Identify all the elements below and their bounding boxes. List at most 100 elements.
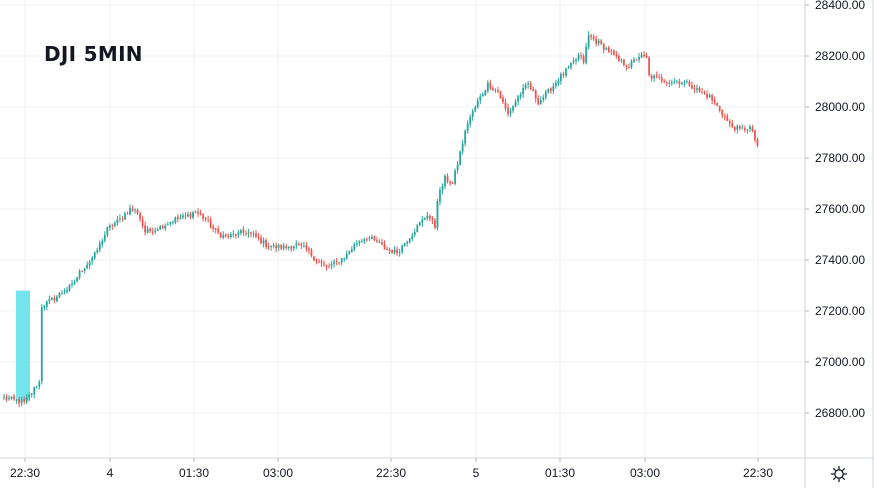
- candle-series[interactable]: [3, 31, 759, 408]
- candle-body: [444, 175, 446, 187]
- candle-body: [182, 215, 184, 218]
- candle-body: [565, 68, 567, 76]
- candle-body: [612, 51, 615, 55]
- candle-body: [139, 213, 141, 220]
- candle-body: [678, 81, 681, 84]
- candle-body: [50, 297, 53, 300]
- candle-body: [255, 233, 257, 237]
- y-tick-label: 28000.00: [815, 100, 865, 114]
- candle-body: [542, 97, 545, 100]
- candle-body: [708, 95, 711, 98]
- candle-body: [660, 77, 663, 82]
- candle-body: [76, 277, 78, 282]
- candle-body: [600, 40, 603, 44]
- time-axis[interactable]: 22:30 4 01:30 03:00 22:30 5 01:30 03:00 22:30: [0, 457, 874, 480]
- x-tick-label: 03:00: [630, 466, 660, 480]
- candle-body: [547, 89, 550, 93]
- candle-body: [746, 129, 749, 131]
- y-tick-label: 27000.00: [815, 355, 865, 369]
- candle-body: [378, 242, 381, 244]
- candle-body: [126, 213, 129, 214]
- candle-body: [212, 226, 215, 229]
- candle-body: [287, 247, 290, 248]
- candle-body: [355, 242, 358, 245]
- candle-body: [8, 398, 10, 400]
- candle-body: [683, 82, 686, 84]
- candle-body: [15, 399, 18, 401]
- candle-body: [706, 94, 708, 98]
- candle-body: [663, 80, 666, 83]
- candle-body: [386, 248, 388, 250]
- candle-body: [471, 110, 474, 117]
- price-axis[interactable]: 28400.00 28200.00 28000.00 27800.00 27600.00…: [804, 0, 874, 488]
- candle-body: [43, 306, 46, 308]
- x-tick-label: 22:30: [376, 466, 406, 480]
- candle-body: [396, 249, 399, 254]
- candle-body: [537, 98, 540, 105]
- candle-body: [539, 99, 542, 104]
- candle-body: [733, 126, 736, 130]
- candle-body: [68, 284, 71, 291]
- candle-body: [580, 55, 582, 57]
- candle-body: [275, 245, 278, 249]
- candle-body: [214, 228, 217, 230]
- candle-body: [292, 246, 295, 249]
- candle-body: [517, 96, 519, 102]
- candle-body: [446, 176, 449, 182]
- candle-body: [489, 82, 492, 89]
- candle-body: [743, 128, 746, 131]
- candle-body: [585, 46, 588, 63]
- candle-body: [701, 92, 703, 93]
- candle-body: [630, 61, 633, 68]
- candle-body: [33, 387, 36, 395]
- candle-body: [388, 249, 391, 251]
- candle-body: [217, 228, 220, 233]
- candle-body: [106, 227, 109, 235]
- candle-body: [549, 88, 552, 92]
- candle-body: [194, 211, 197, 213]
- candle-body: [716, 103, 719, 106]
- candle-body: [456, 164, 459, 170]
- candle-body: [441, 186, 444, 191]
- candle-body: [615, 54, 618, 57]
- candle-body: [20, 400, 23, 403]
- candle-body: [504, 102, 507, 109]
- candle-body: [426, 215, 429, 219]
- candle-body: [464, 130, 467, 144]
- x-tick-label: 01:30: [179, 466, 209, 480]
- candle-body: [280, 244, 283, 249]
- candle-body: [93, 252, 96, 259]
- candle-body: [250, 232, 252, 234]
- candle-body: [519, 94, 522, 97]
- candle-body: [247, 232, 250, 234]
- settings-button[interactable]: [826, 462, 852, 486]
- candle-body: [159, 225, 162, 230]
- candle-body: [199, 213, 202, 215]
- candle-body: [71, 283, 73, 285]
- candle-body: [348, 252, 351, 254]
- candle-body: [428, 216, 431, 219]
- candle-body: [101, 241, 104, 244]
- candle-body: [413, 232, 416, 235]
- candle-body: [567, 67, 570, 69]
- candle-body: [406, 241, 409, 244]
- candle-body: [265, 240, 267, 248]
- candle-body: [28, 394, 31, 398]
- candle-body: [507, 107, 509, 115]
- candle-body: [436, 201, 439, 229]
- candle-body: [224, 234, 227, 237]
- candle-body: [335, 261, 338, 262]
- candle-body: [728, 121, 731, 124]
- candle-body: [560, 74, 562, 81]
- candle-body: [363, 239, 366, 242]
- candle-body: [408, 238, 411, 243]
- candle-body: [338, 262, 341, 264]
- candle-body: [371, 236, 373, 239]
- candle-body: [691, 85, 693, 89]
- candle-body: [18, 399, 21, 404]
- candle-body: [239, 230, 242, 233]
- candle-body: [373, 236, 376, 240]
- candle-body: [13, 396, 15, 400]
- candle-body: [328, 266, 330, 268]
- candle-body: [40, 307, 43, 382]
